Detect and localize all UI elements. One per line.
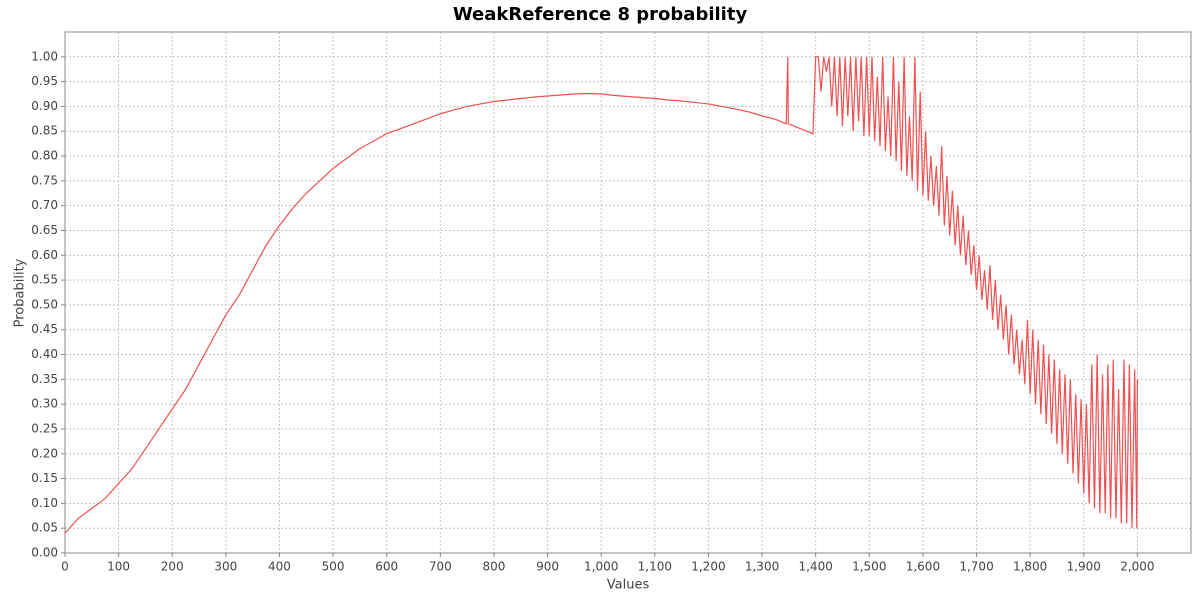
y-axis-label: Probability: [13, 258, 28, 327]
y-tick-label: 0.60: [31, 248, 58, 262]
x-tick-label: 1,600: [906, 560, 940, 574]
x-tick-label: 2,000: [1120, 560, 1154, 574]
x-tick-label: 1,400: [798, 560, 832, 574]
y-tick-label: 0.20: [31, 446, 58, 460]
x-axis-label: Values: [607, 578, 650, 593]
y-tick-label: 0.15: [31, 471, 58, 485]
y-tick-label: 0.80: [31, 149, 58, 163]
y-tick-label: 1.00: [31, 49, 58, 63]
plot-border: [64, 31, 1192, 554]
y-tick-label: 0.90: [31, 99, 58, 113]
y-tick-label: 0.05: [31, 521, 58, 535]
x-tick-label: 200: [161, 560, 184, 574]
y-tick-label: 0.75: [31, 173, 58, 187]
y-tick-label: 0.00: [31, 546, 58, 560]
x-tick-label: 1,800: [1013, 560, 1047, 574]
y-tick-label: 0.65: [31, 223, 58, 237]
y-tick-label: 0.25: [31, 421, 58, 435]
x-tick-label: 0: [61, 560, 69, 574]
x-tick-label: 600: [375, 560, 398, 574]
y-tick-label: 0.55: [31, 273, 58, 287]
x-tick-label: 1,700: [959, 560, 993, 574]
x-tick-label: 1,100: [638, 560, 672, 574]
x-tick-label: 1,200: [691, 560, 725, 574]
y-tick-label: 0.35: [31, 372, 58, 386]
plot-area: [65, 32, 1191, 553]
x-tick-label: 1,500: [852, 560, 886, 574]
x-tick-label: 300: [214, 560, 237, 574]
x-tick-label: 800: [482, 560, 505, 574]
y-tick-label: 0.10: [31, 496, 58, 510]
chart-title: WeakReference 8 probability: [453, 4, 748, 25]
y-tick-label: 0.40: [31, 347, 58, 361]
x-tick-label: 1,900: [1067, 560, 1101, 574]
y-tick-label: 0.45: [31, 322, 58, 336]
y-tick-label: 0.50: [31, 297, 58, 311]
x-tick-label: 1,300: [745, 560, 779, 574]
x-tick-label: 100: [107, 560, 130, 574]
x-tick-label: 500: [322, 560, 345, 574]
x-tick-label: 1,000: [584, 560, 618, 574]
x-tick-label: 900: [536, 560, 559, 574]
x-tick-label: 400: [268, 560, 291, 574]
x-tick-label: 700: [429, 560, 452, 574]
y-tick-label: 0.70: [31, 198, 58, 212]
data-line: [64, 56, 1138, 534]
y-tick-label: 0.85: [31, 124, 58, 138]
y-tick-label: 0.95: [31, 74, 58, 88]
y-tick-label: 0.30: [31, 397, 58, 411]
